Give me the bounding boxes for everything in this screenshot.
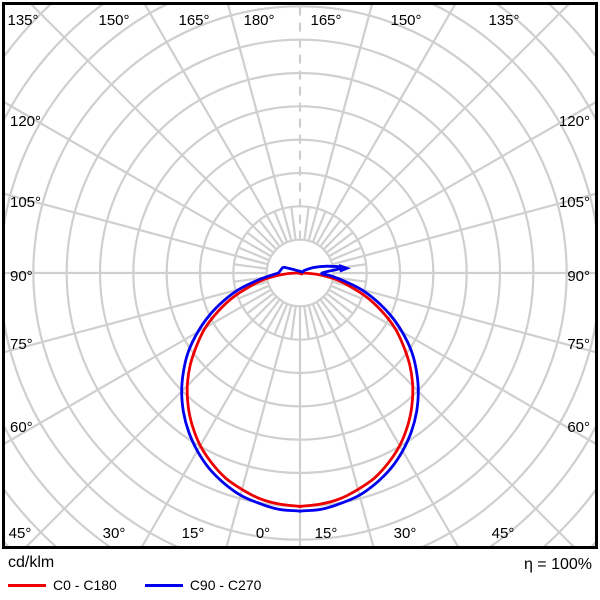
grid-fine-spoke bbox=[311, 210, 327, 243]
grid-spoke bbox=[143, 5, 285, 245]
angle-label: 30° bbox=[394, 525, 417, 542]
curve-c90-c270 bbox=[180, 264, 420, 513]
grid-spoke bbox=[315, 301, 459, 546]
angle-label: 135° bbox=[7, 12, 38, 29]
grid-fine-spoke bbox=[325, 231, 354, 254]
angle-label: 180° bbox=[243, 12, 274, 29]
grid-fine-spoke bbox=[319, 298, 342, 327]
grid-spoke bbox=[5, 101, 272, 258]
angle-label: 165° bbox=[178, 12, 209, 29]
grid-spoke bbox=[227, 5, 293, 242]
angle-label: 75° bbox=[10, 336, 33, 353]
grid-spoke bbox=[5, 288, 272, 445]
angle-label: 105° bbox=[10, 194, 41, 211]
angle-label: 60° bbox=[567, 419, 590, 436]
grid-spoke bbox=[307, 5, 373, 242]
grid-fine-spoke bbox=[311, 303, 327, 336]
grid-fine-spoke bbox=[290, 206, 297, 241]
grid-spoke bbox=[5, 280, 269, 354]
grid-fine-spoke bbox=[330, 246, 363, 262]
angle-label: 135° bbox=[488, 12, 519, 29]
angle-label: 150° bbox=[390, 12, 421, 29]
grid-spoke bbox=[307, 304, 375, 546]
grid-fine-spoke bbox=[258, 219, 281, 248]
angle-label: 105° bbox=[559, 194, 590, 211]
angle-label: 90° bbox=[567, 268, 590, 285]
grid-fine-spoke bbox=[237, 284, 270, 300]
angle-label: 15° bbox=[315, 525, 338, 542]
grid-spoke bbox=[328, 101, 595, 258]
angle-label: 0° bbox=[256, 525, 270, 542]
grid-spoke bbox=[5, 192, 269, 266]
grid-fine-spoke bbox=[246, 231, 275, 254]
grid-spoke bbox=[328, 288, 595, 445]
legend-swatch-c0-c180 bbox=[8, 583, 46, 587]
grid-fine-spoke bbox=[330, 284, 363, 300]
grid-spoke bbox=[331, 280, 595, 354]
grid-fine-spoke bbox=[325, 292, 354, 315]
angle-label: 60° bbox=[10, 419, 33, 436]
curve-c0-c180 bbox=[185, 271, 415, 508]
grid-fine-spoke bbox=[303, 206, 310, 241]
radial-unit-label: cd/klm bbox=[8, 554, 55, 571]
legend-swatch-c90-c270 bbox=[144, 583, 183, 587]
angle-label: 120° bbox=[559, 113, 590, 130]
grid-fine-spoke bbox=[273, 210, 289, 243]
angle-label: 120° bbox=[10, 113, 41, 130]
grid-fine-spoke bbox=[237, 246, 270, 262]
grid-fine-spoke bbox=[273, 303, 289, 336]
grid-fine-spoke bbox=[319, 219, 342, 248]
grid-fine-spoke bbox=[258, 298, 281, 327]
grid-fine-spoke bbox=[290, 305, 297, 340]
grid-spoke bbox=[30, 5, 278, 251]
grid-spoke bbox=[25, 295, 278, 546]
angle-label: 90° bbox=[10, 268, 33, 285]
angle-label: 15° bbox=[182, 525, 205, 542]
grid-spoke bbox=[322, 295, 575, 546]
grid-fine-spoke bbox=[233, 263, 268, 270]
grid-spoke bbox=[141, 301, 285, 546]
angle-label: 75° bbox=[567, 336, 590, 353]
grid-fine-spoke bbox=[246, 292, 275, 315]
direction-arrow-icon bbox=[339, 264, 351, 273]
angle-label: 30° bbox=[103, 525, 126, 542]
legend: C0 - C180 C90 - C270 bbox=[8, 577, 289, 593]
angle-label: 45° bbox=[9, 525, 32, 542]
angle-label: 165° bbox=[310, 12, 341, 29]
grid-spoke bbox=[322, 5, 570, 251]
legend-label-c0-c180: C0 - C180 bbox=[53, 577, 117, 593]
legend-label-c90-c270: C90 - C270 bbox=[189, 577, 262, 593]
grid-fine-spoke bbox=[303, 305, 310, 340]
grid-spoke bbox=[315, 5, 457, 245]
grid-spoke bbox=[225, 304, 293, 546]
grid-spoke bbox=[331, 192, 595, 266]
angle-label: 45° bbox=[492, 525, 515, 542]
efficiency-label: η = 100% bbox=[523, 556, 592, 573]
angle-label: 150° bbox=[98, 12, 129, 29]
